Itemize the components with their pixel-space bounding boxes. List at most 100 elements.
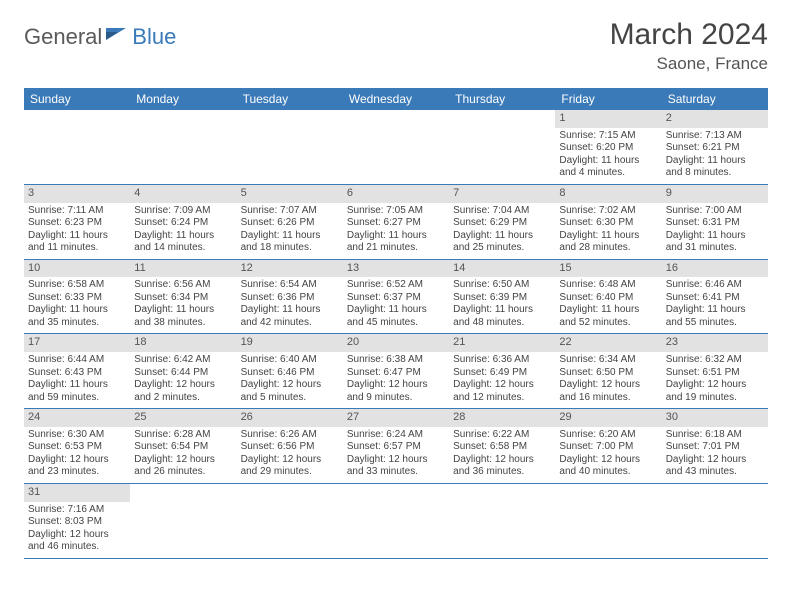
day-cell: 6Sunrise: 7:05 AMSunset: 6:27 PMDaylight…: [343, 185, 449, 259]
day1-text: Daylight: 11 hours: [134, 230, 232, 243]
day-number: 15: [555, 260, 661, 278]
day2-text: and 42 minutes.: [241, 317, 339, 330]
day2-text: and 14 minutes.: [134, 242, 232, 255]
sunset-text: Sunset: 6:53 PM: [28, 441, 126, 454]
day-cell: 30Sunrise: 6:18 AMSunset: 7:01 PMDayligh…: [662, 409, 768, 483]
sunrise-text: Sunrise: 7:07 AM: [241, 205, 339, 218]
day-number: 13: [343, 260, 449, 278]
flag-icon: [106, 26, 128, 47]
sunrise-text: Sunrise: 6:22 AM: [453, 429, 551, 442]
week-row: 24Sunrise: 6:30 AMSunset: 6:53 PMDayligh…: [24, 409, 768, 484]
day1-text: Daylight: 11 hours: [241, 304, 339, 317]
week-row: 17Sunrise: 6:44 AMSunset: 6:43 PMDayligh…: [24, 334, 768, 409]
day1-text: Daylight: 12 hours: [559, 454, 657, 467]
day2-text: and 4 minutes.: [559, 167, 657, 180]
day-header: Wednesday: [343, 88, 449, 110]
day-details: Sunrise: 6:30 AMSunset: 6:53 PMDaylight:…: [24, 427, 130, 483]
sunset-text: Sunset: 6:21 PM: [666, 142, 764, 155]
sunset-text: Sunset: 6:54 PM: [134, 441, 232, 454]
day2-text: and 2 minutes.: [134, 392, 232, 405]
sunrise-text: Sunrise: 6:18 AM: [666, 429, 764, 442]
sunrise-text: Sunrise: 7:09 AM: [134, 205, 232, 218]
day-number: 1: [555, 110, 661, 128]
sunrise-text: Sunrise: 6:40 AM: [241, 354, 339, 367]
logo-text-general: General: [24, 24, 102, 50]
sunrise-text: Sunrise: 6:30 AM: [28, 429, 126, 442]
sunrise-text: Sunrise: 6:34 AM: [559, 354, 657, 367]
sunrise-text: Sunrise: 7:11 AM: [28, 205, 126, 218]
empty-cell: [130, 110, 236, 184]
empty-cell: [343, 110, 449, 184]
sunset-text: Sunset: 6:26 PM: [241, 217, 339, 230]
sunrise-text: Sunrise: 6:20 AM: [559, 429, 657, 442]
day2-text: and 28 minutes.: [559, 242, 657, 255]
sunset-text: Sunset: 6:24 PM: [134, 217, 232, 230]
day-cell: 10Sunrise: 6:58 AMSunset: 6:33 PMDayligh…: [24, 260, 130, 334]
sunset-text: Sunset: 6:51 PM: [666, 367, 764, 380]
week-row: 3Sunrise: 7:11 AMSunset: 6:23 PMDaylight…: [24, 185, 768, 260]
day1-text: Daylight: 11 hours: [241, 230, 339, 243]
day1-text: Daylight: 12 hours: [559, 379, 657, 392]
sunrise-text: Sunrise: 6:38 AM: [347, 354, 445, 367]
day-number: 7: [449, 185, 555, 203]
sunrise-text: Sunrise: 6:26 AM: [241, 429, 339, 442]
day-details: Sunrise: 7:07 AMSunset: 6:26 PMDaylight:…: [237, 203, 343, 259]
day-details: Sunrise: 7:09 AMSunset: 6:24 PMDaylight:…: [130, 203, 236, 259]
day2-text: and 19 minutes.: [666, 392, 764, 405]
day1-text: Daylight: 12 hours: [347, 379, 445, 392]
day-number: 26: [237, 409, 343, 427]
sunset-text: Sunset: 6:39 PM: [453, 292, 551, 305]
empty-cell: [449, 110, 555, 184]
sunset-text: Sunset: 6:58 PM: [453, 441, 551, 454]
day-details: Sunrise: 6:36 AMSunset: 6:49 PMDaylight:…: [449, 352, 555, 408]
day-details: Sunrise: 7:16 AMSunset: 8:03 PMDaylight:…: [24, 502, 130, 558]
day-details: Sunrise: 7:11 AMSunset: 6:23 PMDaylight:…: [24, 203, 130, 259]
day-cell: 12Sunrise: 6:54 AMSunset: 6:36 PMDayligh…: [237, 260, 343, 334]
day-number: 23: [662, 334, 768, 352]
day-details: Sunrise: 6:50 AMSunset: 6:39 PMDaylight:…: [449, 277, 555, 333]
day-details: Sunrise: 6:38 AMSunset: 6:47 PMDaylight:…: [343, 352, 449, 408]
sunset-text: Sunset: 6:29 PM: [453, 217, 551, 230]
sunrise-text: Sunrise: 6:58 AM: [28, 279, 126, 292]
day-number: 4: [130, 185, 236, 203]
day-cell: 29Sunrise: 6:20 AMSunset: 7:00 PMDayligh…: [555, 409, 661, 483]
day2-text: and 55 minutes.: [666, 317, 764, 330]
day-number: 18: [130, 334, 236, 352]
logo: General Blue: [24, 24, 176, 50]
day-cell: 5Sunrise: 7:07 AMSunset: 6:26 PMDaylight…: [237, 185, 343, 259]
day-cell: 11Sunrise: 6:56 AMSunset: 6:34 PMDayligh…: [130, 260, 236, 334]
day2-text: and 36 minutes.: [453, 466, 551, 479]
day-number: 21: [449, 334, 555, 352]
day1-text: Daylight: 12 hours: [134, 379, 232, 392]
empty-cell: [24, 110, 130, 184]
day-cell: 2Sunrise: 7:13 AMSunset: 6:21 PMDaylight…: [662, 110, 768, 184]
day-details: Sunrise: 7:02 AMSunset: 6:30 PMDaylight:…: [555, 203, 661, 259]
day-number: 2: [662, 110, 768, 128]
sunset-text: Sunset: 6:46 PM: [241, 367, 339, 380]
day2-text: and 12 minutes.: [453, 392, 551, 405]
day-cell: 18Sunrise: 6:42 AMSunset: 6:44 PMDayligh…: [130, 334, 236, 408]
day1-text: Daylight: 11 hours: [666, 155, 764, 168]
sunset-text: Sunset: 6:49 PM: [453, 367, 551, 380]
day-details: Sunrise: 6:22 AMSunset: 6:58 PMDaylight:…: [449, 427, 555, 483]
header: General Blue March 2024 Saone, France: [0, 0, 792, 82]
sunset-text: Sunset: 6:37 PM: [347, 292, 445, 305]
day-details: Sunrise: 6:24 AMSunset: 6:57 PMDaylight:…: [343, 427, 449, 483]
day2-text: and 8 minutes.: [666, 167, 764, 180]
day1-text: Daylight: 11 hours: [666, 304, 764, 317]
day2-text: and 26 minutes.: [134, 466, 232, 479]
day1-text: Daylight: 11 hours: [347, 230, 445, 243]
day-cell: 3Sunrise: 7:11 AMSunset: 6:23 PMDaylight…: [24, 185, 130, 259]
sunrise-text: Sunrise: 6:32 AM: [666, 354, 764, 367]
day-cell: 4Sunrise: 7:09 AMSunset: 6:24 PMDaylight…: [130, 185, 236, 259]
day-cell: 19Sunrise: 6:40 AMSunset: 6:46 PMDayligh…: [237, 334, 343, 408]
sunrise-text: Sunrise: 7:16 AM: [28, 504, 126, 517]
location: Saone, France: [610, 54, 768, 74]
day-cell: 13Sunrise: 6:52 AMSunset: 6:37 PMDayligh…: [343, 260, 449, 334]
day-details: Sunrise: 6:26 AMSunset: 6:56 PMDaylight:…: [237, 427, 343, 483]
sunrise-text: Sunrise: 7:05 AM: [347, 205, 445, 218]
sunset-text: Sunset: 6:23 PM: [28, 217, 126, 230]
day1-text: Daylight: 12 hours: [666, 454, 764, 467]
day-details: Sunrise: 7:13 AMSunset: 6:21 PMDaylight:…: [662, 128, 768, 184]
sunset-text: Sunset: 6:20 PM: [559, 142, 657, 155]
